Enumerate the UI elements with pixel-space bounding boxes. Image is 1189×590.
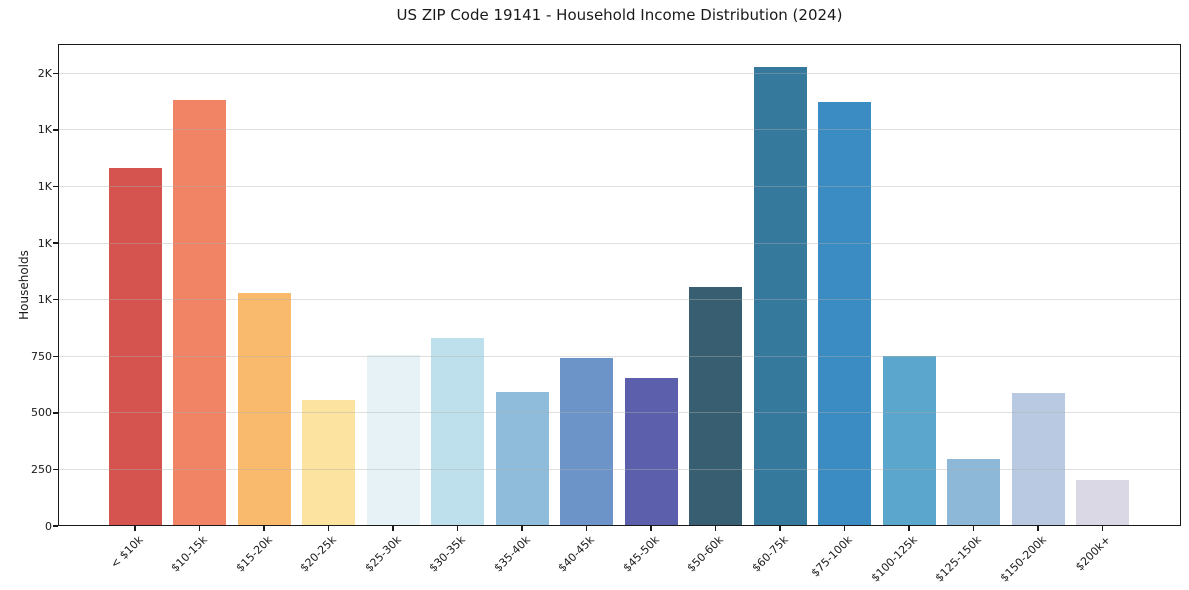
x-tick-mark bbox=[650, 526, 652, 531]
y-tick-label: 1K bbox=[37, 293, 52, 307]
bar bbox=[495, 392, 549, 526]
y-tick-label: 1K bbox=[37, 180, 52, 194]
x-tick-label: $15-20k bbox=[233, 533, 275, 575]
y-tick-mark bbox=[53, 242, 58, 244]
x-tick-label: $60-75k bbox=[749, 533, 791, 575]
x-tick-label: $35-40k bbox=[491, 533, 533, 575]
bar bbox=[302, 399, 355, 526]
x-tick-label: $100-125k bbox=[868, 533, 920, 585]
gridline bbox=[58, 72, 1181, 74]
x-tick-mark bbox=[521, 526, 523, 531]
x-tick-mark bbox=[1101, 526, 1104, 531]
y-tick-mark bbox=[53, 72, 58, 75]
bar bbox=[818, 101, 871, 526]
bar bbox=[1011, 392, 1065, 526]
y-tick-label: 750 bbox=[31, 349, 52, 363]
x-tick-mark bbox=[327, 526, 330, 531]
x-tick-label: $50-60k bbox=[684, 533, 726, 575]
y-tick-label: 1K bbox=[37, 236, 52, 250]
x-tick-mark bbox=[972, 526, 975, 531]
y-tick-mark bbox=[53, 525, 58, 527]
y-tick-mark bbox=[53, 185, 58, 188]
bar bbox=[560, 358, 613, 526]
gridline bbox=[58, 186, 1181, 188]
x-tick-mark bbox=[456, 526, 459, 531]
plot-area bbox=[58, 44, 1181, 526]
x-tick-label: $20-25k bbox=[297, 533, 339, 575]
y-tick-mark bbox=[53, 129, 58, 131]
x-tick-label: < $10k bbox=[107, 533, 146, 571]
bar bbox=[882, 355, 936, 526]
x-tick-label: $25-30k bbox=[362, 533, 404, 575]
x-tick-label: $125-150k bbox=[932, 533, 984, 585]
bar bbox=[624, 378, 678, 526]
x-tick-mark bbox=[779, 526, 781, 531]
x-tick-label: $30-35k bbox=[426, 533, 468, 575]
y-tick-label: 1K bbox=[37, 123, 52, 137]
bar bbox=[108, 168, 162, 526]
x-tick-label: $40-45k bbox=[555, 533, 597, 575]
x-tick-mark bbox=[134, 526, 136, 531]
x-tick-mark bbox=[198, 526, 201, 531]
y-tick-mark bbox=[53, 298, 58, 301]
bar bbox=[366, 355, 420, 526]
x-tick-mark bbox=[714, 526, 717, 531]
x-tick-mark bbox=[263, 526, 265, 531]
x-tick-mark bbox=[843, 526, 846, 531]
gridline bbox=[58, 355, 1181, 357]
y-tick-mark bbox=[53, 468, 58, 471]
y-tick-mark bbox=[53, 355, 58, 358]
y-tick-label: 2K bbox=[37, 66, 52, 80]
x-tick-label: $10-15k bbox=[168, 533, 210, 575]
y-tick-label: 250 bbox=[31, 462, 52, 476]
gridline bbox=[58, 299, 1181, 301]
gridline bbox=[58, 242, 1181, 244]
bar bbox=[947, 458, 1000, 526]
x-tick-label: $45-50k bbox=[620, 533, 662, 575]
y-axis-label: Households bbox=[17, 250, 31, 320]
y-tick-label: 0 bbox=[45, 519, 52, 533]
bar bbox=[753, 67, 807, 526]
bar bbox=[689, 286, 742, 526]
x-tick-mark bbox=[392, 526, 394, 531]
bar bbox=[237, 292, 291, 526]
bar bbox=[431, 338, 484, 526]
bar bbox=[173, 99, 226, 526]
gridline bbox=[58, 129, 1181, 131]
x-tick-mark bbox=[585, 526, 588, 531]
x-tick-label: $150-200k bbox=[997, 533, 1049, 585]
y-tick-mark bbox=[53, 412, 58, 414]
x-tick-label: $75-100k bbox=[808, 533, 855, 580]
x-tick-mark bbox=[908, 526, 910, 531]
x-tick-mark bbox=[1037, 526, 1039, 531]
chart-title: US ZIP Code 19141 - Household Income Dis… bbox=[396, 6, 843, 24]
y-tick-label: 500 bbox=[31, 406, 52, 420]
bar bbox=[1076, 479, 1129, 526]
x-tick-label: $200k+ bbox=[1072, 533, 1113, 574]
